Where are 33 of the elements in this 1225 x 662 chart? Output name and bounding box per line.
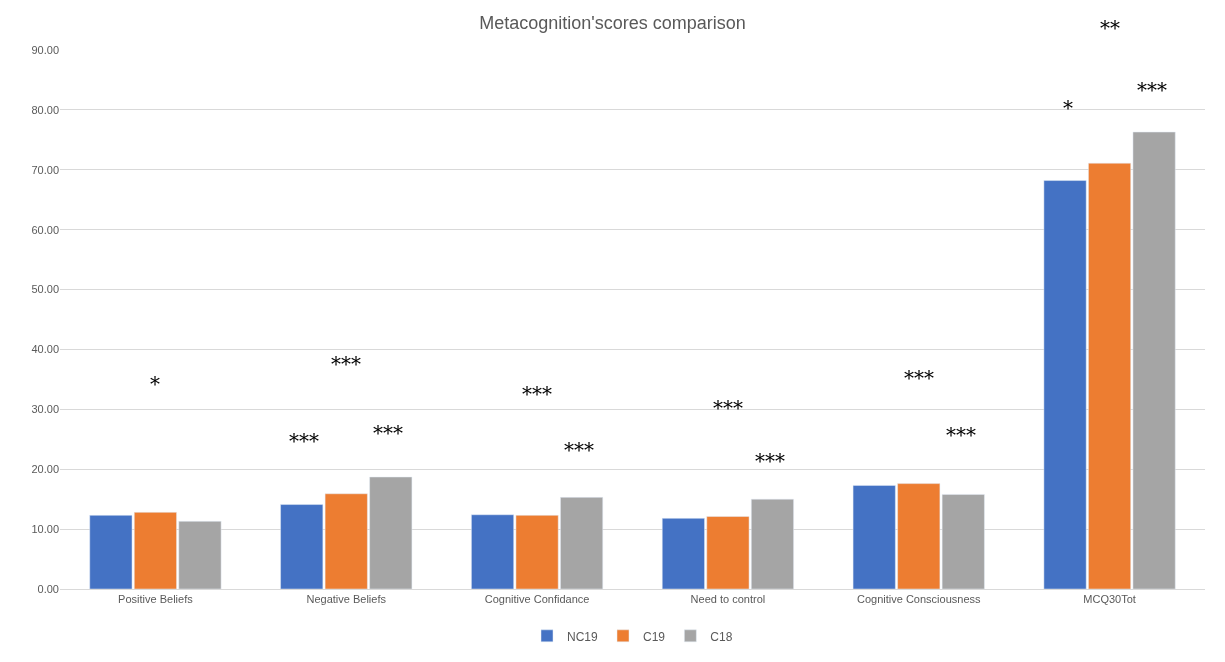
x-tick-label: Need to control (690, 593, 766, 606)
x-tick-label: Cognitive Confidance (484, 593, 590, 606)
annotation: *** (755, 449, 785, 473)
y-tick-label: 70.00 (31, 163, 59, 176)
chart-title: Metacognition'scores comparison (479, 13, 746, 34)
annotation: *** (331, 352, 361, 376)
annotation: *** (564, 438, 594, 462)
legend-label: NC19 (567, 629, 599, 644)
x-tick-label: MCQ30Tot (1083, 593, 1136, 606)
x-tick-label: Negative Beliefs (306, 593, 387, 606)
annotation: *** (713, 396, 743, 420)
y-tick-label: 40.00 (31, 343, 59, 356)
annotation: *** (1137, 78, 1167, 102)
text: ** (1100, 16, 1120, 40)
x-tick-label: Positive Beliefs (118, 593, 194, 606)
y-tick-label: 90.00 (31, 43, 59, 56)
legend-label: C18 (710, 629, 733, 644)
annotation: *** (946, 423, 976, 447)
y-tick-label: 60.00 (31, 223, 59, 236)
y-tick-label: 20.00 (31, 463, 59, 476)
y-tick-label: 50.00 (31, 283, 59, 296)
y-tick-label: 80.00 (31, 103, 59, 116)
y-tick-label: 30.00 (31, 403, 59, 416)
annotation: * (1063, 96, 1073, 120)
annotation: *** (522, 382, 552, 406)
annotation: *** (289, 429, 319, 453)
annotation: *** (373, 421, 403, 445)
annotation: * (150, 372, 160, 396)
x-tick-label: Cognitive Consciousness (856, 593, 981, 606)
y-tick-label: 0.00 (37, 582, 59, 595)
y-tick-label: 10.00 (31, 522, 59, 535)
legend-label: C19 (643, 629, 666, 644)
annotation: *** (904, 366, 934, 390)
